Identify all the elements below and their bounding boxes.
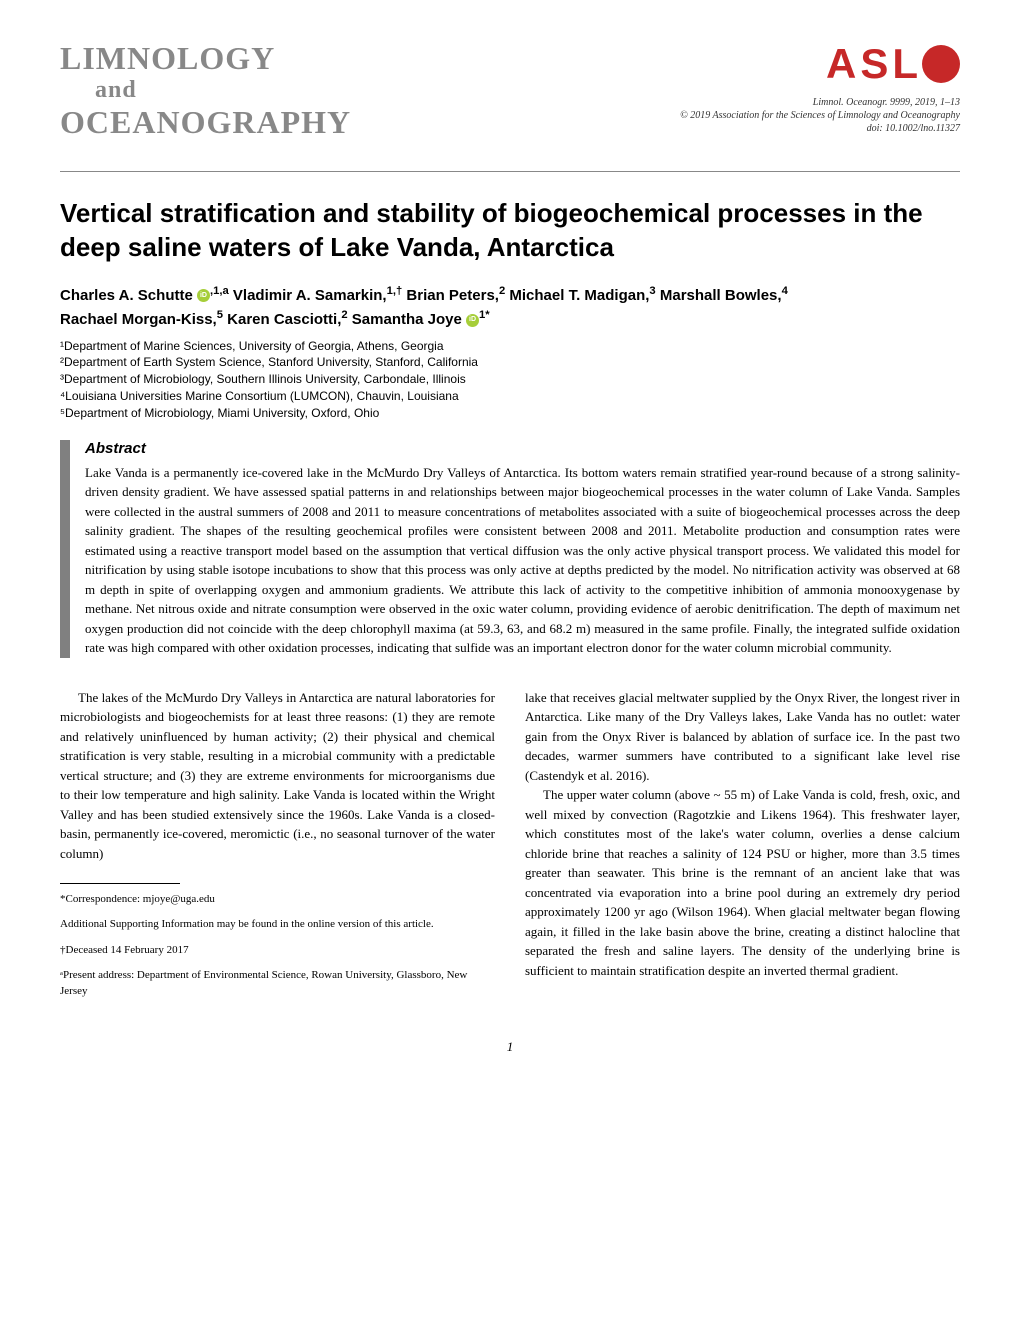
- journal-name-line1: LIMNOLOGY: [60, 40, 351, 77]
- abstract-sidebar: [60, 440, 70, 658]
- authors-list: Charles A. Schutte ,1,a Vladimir A. Sama…: [60, 283, 960, 332]
- aslo-circle-icon: [922, 45, 960, 83]
- citation-info: Limnol. Oceanogr. 9999, 2019, 1–13 © 201…: [680, 96, 960, 135]
- author-1-sup: ,1,a: [210, 285, 229, 297]
- footnotes-divider: [60, 883, 180, 884]
- author-5-sup: 4: [782, 285, 788, 297]
- affiliation-4: ⁴Louisiana Universities Marine Consortiu…: [60, 388, 960, 405]
- header-divider: [60, 171, 960, 172]
- affiliation-1: ¹Department of Marine Sciences, Universi…: [60, 338, 960, 355]
- author-2-sup: 1,†: [387, 285, 403, 297]
- citation-line2: © 2019 Association for the Sciences of L…: [680, 109, 960, 122]
- orcid-icon: [466, 314, 479, 327]
- author-4: Michael T. Madigan,: [509, 287, 649, 304]
- author-6-sup: 5: [217, 309, 223, 321]
- abstract-content: Abstract Lake Vanda is a permanently ice…: [85, 440, 960, 658]
- citation-line1: Limnol. Oceanogr. 9999, 2019, 1–13: [680, 96, 960, 109]
- footnote-deceased: †Deceased 14 February 2017: [60, 943, 495, 958]
- author-5: Marshall Bowles,: [660, 287, 782, 304]
- author-8: Samantha Joye: [352, 311, 466, 328]
- affiliation-3: ³Department of Microbiology, Southern Il…: [60, 371, 960, 388]
- column-right: lake that receives glacial meltwater sup…: [525, 688, 960, 1009]
- body-paragraph-1: The lakes of the McMurdo Dry Valleys in …: [60, 688, 495, 864]
- header-right: A S L Limnol. Oceanogr. 9999, 2019, 1–13…: [680, 40, 960, 135]
- author-3: Brian Peters,: [406, 287, 499, 304]
- body-paragraph-3: The upper water column (above ~ 55 m) of…: [525, 785, 960, 980]
- author-2: Vladimir A. Samarkin,: [233, 287, 387, 304]
- author-1: Charles A. Schutte: [60, 287, 197, 304]
- affiliation-2: ²Department of Earth System Science, Sta…: [60, 354, 960, 371]
- citation-line3: doi: 10.1002/lno.11327: [680, 122, 960, 135]
- journal-name-line2: and: [60, 77, 351, 104]
- page-header: LIMNOLOGY and OCEANOGRAPHY A S L Limnol.…: [60, 40, 960, 141]
- body-paragraph-2: lake that receives glacial meltwater sup…: [525, 688, 960, 786]
- author-7-sup: 2: [341, 309, 347, 321]
- aslo-letter-a: A: [826, 40, 856, 88]
- abstract-text: Lake Vanda is a permanently ice-covered …: [85, 463, 960, 658]
- article-title: Vertical stratification and stability of…: [60, 197, 960, 265]
- journal-name-line3: OCEANOGRAPHY: [60, 104, 351, 141]
- author-8-sup: 1*: [479, 309, 490, 321]
- affiliations-list: ¹Department of Marine Sciences, Universi…: [60, 338, 960, 422]
- abstract-section: Abstract Lake Vanda is a permanently ice…: [60, 440, 960, 658]
- orcid-icon: [197, 289, 210, 302]
- author-3-sup: 2: [499, 285, 505, 297]
- aslo-letter-s: S: [860, 40, 888, 88]
- abstract-heading: Abstract: [85, 440, 960, 457]
- footnote-correspondence: *Correspondence: mjoye@uga.edu: [60, 892, 495, 907]
- aslo-letter-l: L: [892, 40, 918, 88]
- body-columns: The lakes of the McMurdo Dry Valleys in …: [60, 688, 960, 1009]
- publisher-logo: A S L: [680, 40, 960, 88]
- author-6: Rachael Morgan-Kiss,: [60, 311, 217, 328]
- page-number: 1: [60, 1039, 960, 1055]
- footnote-present-address: ᵃPresent address: Department of Environm…: [60, 968, 495, 999]
- affiliation-5: ⁵Department of Microbiology, Miami Unive…: [60, 405, 960, 422]
- column-left: The lakes of the McMurdo Dry Valleys in …: [60, 688, 495, 1009]
- journal-title-block: LIMNOLOGY and OCEANOGRAPHY: [60, 40, 351, 141]
- author-7: Karen Casciotti,: [227, 311, 341, 328]
- footnote-supporting-info: Additional Supporting Information may be…: [60, 917, 495, 932]
- author-4-sup: 3: [649, 285, 655, 297]
